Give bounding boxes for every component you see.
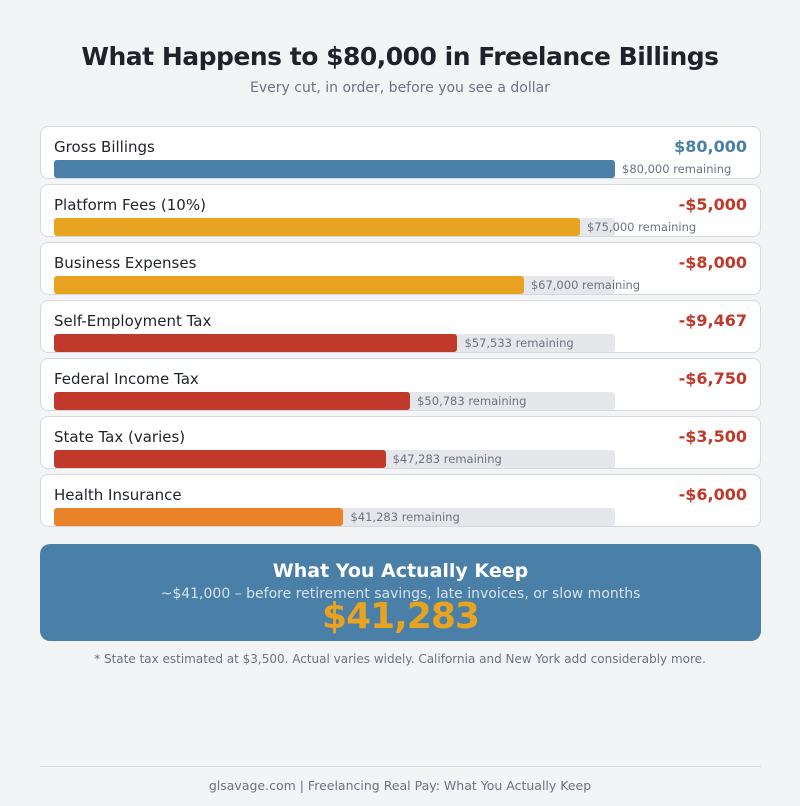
bar-track: $47,283 remaining (54, 450, 615, 468)
page-subtitle: Every cut, in order, before you see a do… (250, 80, 550, 96)
remaining-label: $41,283 remaining (350, 510, 460, 524)
row-amount: -$3,500 (678, 427, 747, 446)
remaining-label: $57,533 remaining (464, 336, 574, 350)
bar-track: $80,000 remaining (54, 160, 731, 178)
divider (40, 766, 761, 767)
bar (54, 450, 386, 468)
remaining-label: $75,000 remaining (586, 220, 697, 234)
remaining-label: $80,000 remaining (622, 162, 732, 176)
keep-title: What You Actually Keep (272, 560, 529, 582)
remaining-label: $67,000 remaining (530, 278, 641, 292)
bar (54, 160, 615, 178)
row-label: Federal Income Tax (54, 370, 199, 388)
bar-track: $67,000 remaining (54, 276, 640, 294)
chart-row: Business Expenses -$8,000 $67,000 remainin… (40, 242, 761, 295)
chart-row: Self-Employment Tax -$9,467 $57,533 remain… (40, 300, 761, 353)
row-label: State Tax (varies) (54, 428, 186, 446)
bar (54, 276, 524, 294)
chart-row: Gross Billings $80,000 $80,000 remaining (40, 126, 761, 179)
keep-value: $41,283 (322, 596, 480, 637)
row-label: Platform Fees (10%) (54, 196, 206, 214)
keep-subtitle: ~$41,000 – before retirement savings, la… (160, 586, 641, 602)
remaining-label: $50,783 remaining (417, 394, 527, 408)
footer: glsavage.com | Freelancing Real Pay: Wha… (208, 778, 592, 793)
row-amount: -$5,000 (678, 195, 747, 214)
row-amount: -$6,750 (678, 369, 747, 388)
row-label: Health Insurance (54, 486, 182, 504)
row-amount: $80,000 (674, 137, 747, 156)
chart-row: Health Insurance -$6,000 $41,283 remaining (40, 474, 761, 527)
bar (54, 334, 458, 352)
row-amount: -$9,467 (678, 311, 747, 330)
bar (54, 508, 344, 526)
row-amount: -$8,000 (678, 253, 747, 272)
row-amount: -$6,000 (678, 485, 747, 504)
bar (54, 218, 580, 236)
bar-track: $50,783 remaining (54, 392, 615, 410)
row-label: Gross Billings (54, 138, 155, 156)
footnote: * State tax estimated at $3,500. Actual … (94, 652, 706, 666)
keep-summary-panel: What You Actually Keep ~$41,000 – before… (40, 544, 761, 641)
bar-track: $57,533 remaining (54, 334, 615, 352)
remaining-label: $47,283 remaining (392, 452, 502, 466)
page-title: What Happens to $80,000 in Freelance Bil… (81, 42, 719, 71)
chart-row: State Tax (varies) -$3,500 $47,283 remaini… (40, 416, 761, 469)
bar (54, 392, 411, 410)
row-label: Self-Employment Tax (54, 312, 212, 330)
bar-track: $41,283 remaining (54, 508, 615, 526)
row-label: Business Expenses (54, 254, 197, 272)
chart-row: Platform Fees (10%) -$5,000 $75,000 remain… (40, 184, 761, 237)
bar-track: $75,000 remaining (54, 218, 696, 236)
chart-row: Federal Income Tax -$6,750 $50,783 remaini… (40, 358, 761, 411)
